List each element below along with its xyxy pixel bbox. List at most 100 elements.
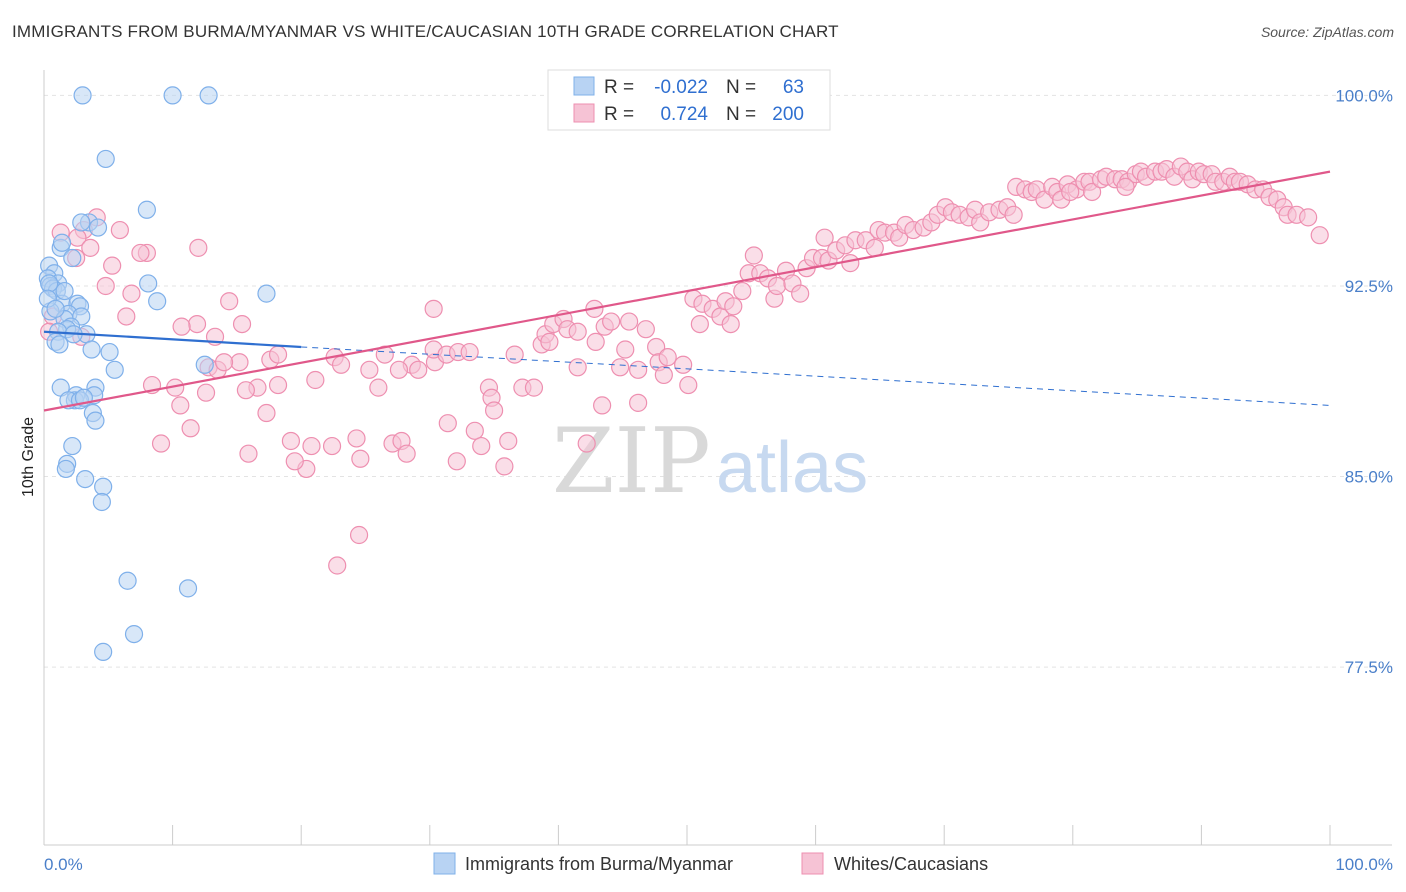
series-legend-label-burma: Immigrants from Burma/Myanmar — [465, 854, 733, 874]
burma-point — [118, 571, 137, 590]
burma-point — [96, 149, 115, 169]
burma-point — [86, 411, 105, 430]
burma-point — [63, 436, 82, 456]
burma-trend-extension — [301, 346, 1331, 406]
white-point — [328, 556, 347, 575]
watermark: ZIP atlas — [552, 409, 868, 514]
burma-point — [139, 274, 158, 293]
white-point — [611, 358, 630, 377]
burma-point — [82, 340, 101, 359]
white-point — [636, 320, 655, 339]
white-point — [1061, 182, 1080, 202]
white-point — [724, 297, 743, 316]
white-point — [620, 312, 639, 331]
white-point — [131, 243, 150, 263]
legend-swatch-white — [573, 103, 595, 123]
burma-point — [178, 579, 198, 598]
white-point — [103, 256, 122, 275]
white-point — [593, 396, 612, 415]
burma-point — [88, 218, 108, 237]
white-point — [257, 403, 276, 423]
burma-point — [100, 342, 119, 362]
burma-point — [199, 86, 218, 105]
white-point — [495, 457, 514, 476]
series-legend: Immigrants from Burma/Myanmar Whites/Cau… — [433, 852, 988, 875]
white-point — [239, 444, 258, 463]
white-point — [236, 381, 256, 400]
white-point — [81, 238, 100, 257]
burma-point — [92, 492, 111, 512]
y-tick-label: 100.0% — [1335, 86, 1393, 105]
burma-point — [257, 284, 276, 303]
burma-point — [94, 477, 113, 496]
y-tick-label: 77.5% — [1345, 658, 1393, 677]
white-point — [349, 525, 369, 545]
white-point — [485, 401, 504, 420]
series-legend-swatch-burma — [433, 852, 456, 875]
x-tick-label: 100.0% — [1335, 855, 1393, 874]
white-point — [679, 375, 698, 395]
y-axis-label: 10th Grade — [20, 417, 37, 497]
burma-point — [148, 292, 167, 311]
white-point — [187, 314, 207, 334]
white-point — [733, 281, 752, 301]
y-tick-label: 85.0% — [1345, 468, 1393, 487]
legend-r-label-2: R = — [604, 104, 634, 125]
white-point — [306, 370, 325, 390]
white-point — [122, 284, 141, 303]
white-point — [181, 419, 200, 438]
white-point — [347, 429, 366, 448]
burma-point — [52, 233, 72, 252]
white-point — [616, 340, 635, 359]
chart-title: IMMIGRANTS FROM BURMA/MYANMAR VS WHITE/C… — [12, 22, 839, 41]
legend-swatch-burma — [573, 76, 595, 96]
burma-point — [40, 274, 59, 293]
white-point — [230, 353, 249, 372]
white-point — [841, 254, 860, 273]
white-point — [110, 220, 129, 240]
white-point — [117, 307, 136, 326]
legend-r-value-1: -0.022 — [654, 77, 708, 98]
white-point — [865, 238, 884, 257]
legend-n-label-1: N = — [726, 77, 756, 98]
burma-point — [63, 248, 82, 268]
white-point — [189, 238, 208, 257]
burma-point — [46, 299, 65, 318]
watermark-atlas: atlas — [716, 428, 868, 508]
white-point — [1299, 208, 1318, 227]
white-point — [524, 378, 544, 397]
white-point — [369, 378, 388, 397]
white-point — [285, 452, 304, 471]
white-point — [196, 383, 216, 402]
data-points — [38, 86, 1329, 661]
white-point — [499, 431, 518, 451]
burma-point — [72, 213, 91, 232]
x-tick-label: 0.0% — [44, 855, 83, 874]
white-point — [568, 322, 587, 341]
legend-n-value-2: 200 — [772, 104, 804, 125]
white-point — [172, 317, 191, 336]
white-point — [791, 284, 810, 303]
white-point — [232, 314, 252, 334]
white-point — [815, 228, 834, 247]
white-point — [721, 314, 740, 334]
white-point — [214, 353, 234, 372]
white-point — [424, 299, 443, 318]
burma-point — [55, 281, 74, 301]
burma-point — [163, 86, 182, 105]
white-point — [409, 360, 428, 379]
white-point — [220, 292, 239, 311]
chart-source: Source: ZipAtlas.com — [1260, 24, 1394, 40]
white-point — [438, 414, 457, 433]
burma-point — [137, 200, 156, 219]
white-point — [690, 314, 709, 334]
legend-r-label-1: R = — [604, 77, 634, 98]
white-point — [447, 452, 466, 471]
white-point — [568, 358, 587, 377]
legend-n-label-2: N = — [726, 104, 756, 125]
white-point — [1082, 182, 1102, 202]
white-point — [744, 246, 763, 265]
white-point — [472, 436, 491, 456]
white-point — [360, 360, 379, 379]
burma-point — [50, 335, 69, 354]
